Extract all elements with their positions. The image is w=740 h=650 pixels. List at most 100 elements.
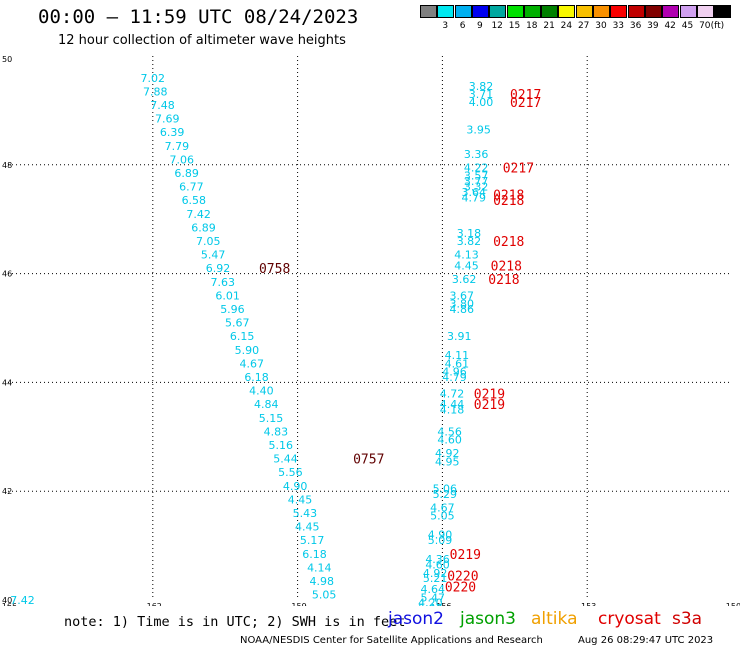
time-label: 0220	[445, 580, 476, 595]
swh-value-east: 3.71	[469, 88, 494, 101]
swh-value-west: 4.98	[309, 575, 334, 588]
legend-label: 3	[442, 21, 449, 31]
legend-swatch	[558, 5, 576, 18]
swh-value-east: 4.22	[464, 162, 489, 175]
swh-value-east: 4.20	[418, 597, 443, 606]
swh-value-east: 3.82	[457, 235, 482, 248]
footer: note: 1) Time is in UTC; 2) SWH is in fe…	[0, 606, 740, 650]
legend-swatch	[471, 5, 489, 18]
swh-value-west: 6.89	[174, 167, 199, 180]
swh-value-east: 5.09	[428, 534, 453, 547]
swh-value-west: 6.01	[215, 289, 240, 302]
legend-label: 21	[543, 21, 555, 31]
legend-swatch	[523, 5, 541, 18]
swh-value-west: 4.90	[283, 480, 308, 493]
swh-value-east: 3.67	[449, 289, 474, 302]
swh-value-west: 6.39	[160, 126, 185, 139]
swh-value-west: 7.42	[186, 208, 211, 221]
swh-value-east: 5.21	[423, 572, 448, 585]
swh-value-west: 4.45	[295, 521, 320, 534]
credit-text: NOAA/NESDIS Center for Satellite Applica…	[240, 635, 543, 646]
swh-value-west: 6.77	[179, 181, 204, 194]
legend-swatch	[575, 5, 593, 18]
swh-value-east: 5.06	[433, 482, 458, 495]
swh-value-east: 3.57	[464, 170, 489, 183]
swh-value-west: 4.84	[254, 398, 279, 411]
legend-swatch	[679, 5, 697, 18]
swh-value-east: 4.64	[420, 583, 445, 596]
legend-swatch	[489, 5, 507, 18]
y-tick-label: 44	[2, 378, 12, 387]
swh-value-west: 5.56	[278, 466, 303, 479]
swh-value-west: 7.06	[170, 153, 195, 166]
time-label: 0218	[493, 235, 524, 250]
swh-value-east: 3.77	[464, 175, 489, 188]
x-tick-label: -150	[723, 602, 740, 606]
swh-value-west: 4.67	[239, 357, 264, 370]
swh-value-west: 6.92	[206, 262, 231, 275]
swh-value-west: 7.69	[155, 113, 180, 126]
swh-value-east: 4.60	[425, 559, 450, 572]
time-label: 0220	[447, 570, 478, 585]
swh-value-east: 4.95	[435, 455, 460, 468]
swh-value-east: 3.80	[449, 298, 474, 311]
legend-label: 12	[491, 21, 503, 31]
x-tick-label: -153	[578, 602, 596, 606]
swh-value-west: 7.42	[10, 594, 35, 606]
swh-value-west: 6.89	[191, 221, 216, 234]
x-tick-label: -159	[289, 602, 307, 606]
swh-value-west: 4.14	[307, 561, 332, 574]
swh-value-west: 5.15	[259, 412, 284, 425]
swh-value-west: 4.45	[288, 493, 313, 506]
legend-swatch	[714, 5, 732, 18]
swh-value-east: 3.95	[466, 123, 491, 136]
swh-value-west: 7.48	[150, 99, 175, 112]
swh-value-west: 5.47	[201, 249, 226, 262]
swh-value-east: 4.67	[430, 502, 455, 515]
swh-value-east: 3.18	[457, 227, 482, 240]
time-label: 0218	[493, 189, 524, 204]
swh-value-east: 4.56	[437, 425, 462, 438]
swh-value-west: 5.44	[273, 453, 298, 466]
legend-swatch	[696, 5, 714, 18]
legend-swatch	[420, 5, 437, 18]
time-label: 0757	[353, 453, 384, 468]
swh-value-west: 6.18	[302, 548, 327, 561]
swh-value-east: 5.05	[430, 510, 455, 523]
swh-value-east: 4.90	[428, 529, 453, 542]
legend-unit: (ft)	[710, 21, 725, 31]
swh-value-west: 5.43	[293, 507, 318, 520]
legend-swatch	[454, 5, 472, 18]
swh-value-east: 4.44	[440, 398, 465, 411]
swh-value-east: 4.92	[423, 567, 448, 580]
wave-height-map: -165 -162 -159 -156 -153 -150 40 42 44 46 48 50 7.02…	[0, 55, 740, 606]
x-tick-label: -162	[144, 602, 162, 606]
swh-value-west: 5.17	[300, 534, 325, 547]
x-tick-label: -156	[433, 602, 451, 606]
swh-value-east: 3.62	[452, 273, 477, 286]
swh-value-west: 6.58	[182, 194, 207, 207]
swh-value-west: 6.15	[230, 330, 255, 343]
swh-value-west: 4.83	[264, 425, 289, 438]
swh-value-east: 4.60	[437, 434, 462, 447]
swh-value-east: 3.82	[469, 80, 494, 93]
legend-label: 24	[560, 21, 573, 31]
swh-value-west: 7.88	[143, 85, 168, 98]
legend-swatch	[662, 5, 680, 18]
y-tick-label: 46	[2, 270, 12, 279]
swh-value-east: 4.72	[440, 387, 465, 400]
swh-value-east: 4.61	[445, 357, 470, 370]
page-subtitle: 12 hour collection of altimeter wave hei…	[58, 33, 346, 48]
swh-value-west: 4.40	[249, 385, 274, 398]
swh-value-east: 5.47	[418, 602, 443, 606]
swh-value-east: 5.29	[433, 488, 458, 501]
time-label: 0217	[503, 162, 534, 177]
time-label: 0218	[491, 259, 522, 274]
time-label: 0758	[259, 262, 290, 277]
legend-label: 6	[459, 21, 466, 31]
y-tick-label: 40	[2, 596, 12, 605]
footer-note: note: 1) Time is in UTC; 2) SWH is in fe…	[64, 614, 406, 630]
swh-value-east: 3.36	[464, 148, 489, 161]
swh-value-west: 5.16	[268, 439, 293, 452]
time-label: 0219	[474, 398, 505, 413]
